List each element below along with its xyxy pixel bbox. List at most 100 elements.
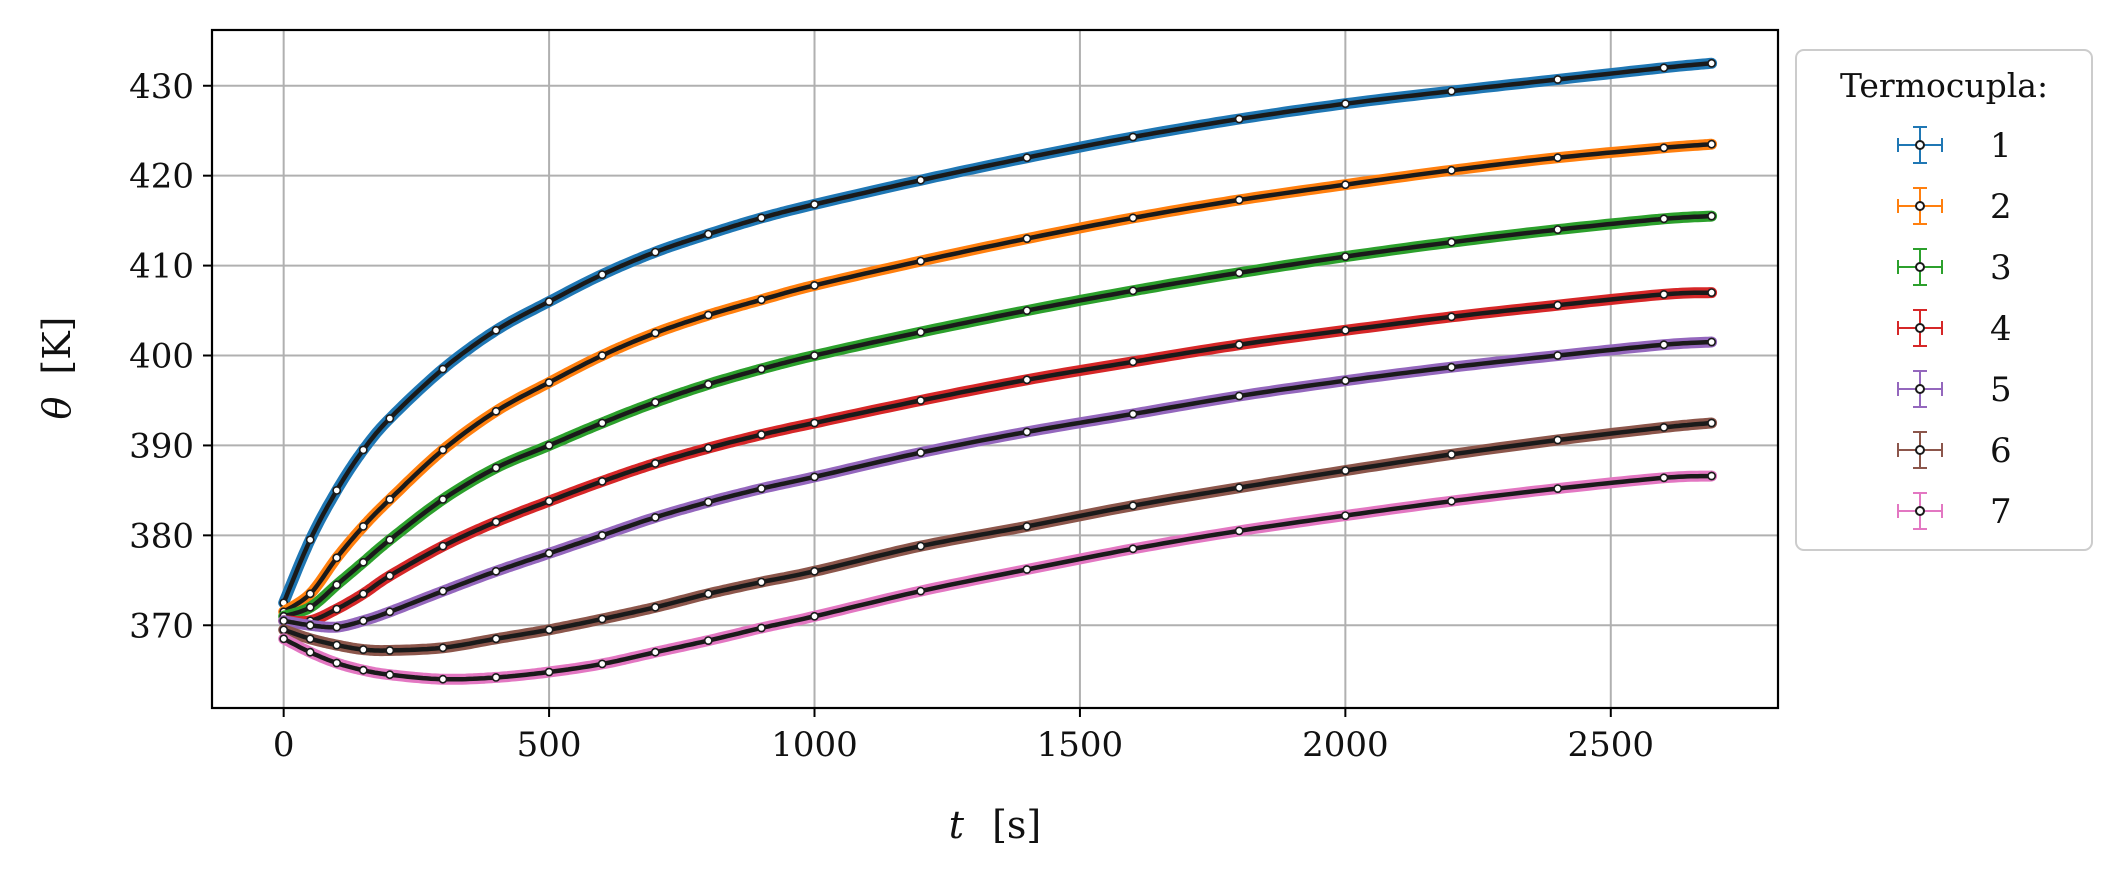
- series-2-point: [1553, 153, 1563, 163]
- series-3-point: [650, 397, 660, 407]
- series-7-point: [810, 611, 819, 621]
- series-5-point: [757, 484, 766, 493]
- series-3-point: [810, 351, 819, 360]
- series-4-point: [597, 476, 607, 486]
- legend-marker-point: [1915, 384, 1925, 394]
- series-3-line: [282, 213, 1713, 619]
- series-1-point: [810, 199, 819, 209]
- series-6-point: [1659, 422, 1669, 432]
- legend-marker-point: [1915, 445, 1925, 455]
- y-tick-label: 370: [129, 606, 194, 646]
- series-1-point: [544, 297, 554, 306]
- series-4-point: [385, 571, 395, 581]
- y-axis-unit: [K]: [35, 317, 79, 375]
- series-7-point: [1707, 471, 1716, 481]
- series-2-point: [916, 256, 926, 266]
- series-4-point: [491, 517, 501, 527]
- series-7-point: [1447, 496, 1456, 506]
- series-2-point: [332, 553, 342, 563]
- series-1-point: [1341, 99, 1350, 109]
- series-7-point: [385, 670, 395, 680]
- series-1-point: [438, 364, 448, 374]
- series-7-point: [650, 647, 660, 657]
- series-2-point: [757, 295, 766, 305]
- x-tick-label: 0: [273, 725, 295, 765]
- series-6-errorband: [278, 417, 1718, 657]
- series-1-point: [597, 270, 607, 279]
- series-6-point: [597, 614, 607, 624]
- y-tick-label: 430: [129, 67, 194, 107]
- y-tick-label: 390: [129, 426, 194, 466]
- legend-label: 6: [1990, 431, 2012, 471]
- series-7-point: [438, 674, 448, 684]
- series-4-point: [332, 604, 342, 614]
- series-2-point: [358, 522, 368, 531]
- series-3-point: [1022, 306, 1032, 315]
- series-4: [278, 287, 1718, 628]
- series-1-line: [281, 61, 1713, 604]
- series-2-point: [1707, 139, 1716, 149]
- x-tick-label: 500: [517, 725, 582, 765]
- series-4-point: [1659, 289, 1669, 299]
- series-2-point: [650, 328, 660, 338]
- series-5-point: [358, 616, 368, 626]
- series-5-point: [1707, 337, 1716, 347]
- series-6-point: [358, 645, 368, 654]
- series-2-point: [438, 445, 448, 455]
- legend-entries: 1 2 3 4 5 6 7: [1897, 126, 2012, 532]
- series-1-point: [916, 175, 926, 185]
- legend-entry-6: 6: [1897, 431, 2012, 471]
- series-2-point: [1022, 234, 1032, 243]
- series-1-point: [703, 229, 713, 239]
- series-6-point: [810, 566, 819, 576]
- legend-marker-point: [1915, 506, 1925, 516]
- series-2-point: [1341, 180, 1350, 190]
- series-2-point: [1128, 213, 1138, 223]
- series-3-point: [916, 327, 926, 337]
- series-5-point: [385, 607, 395, 617]
- legend-entry-7: 7: [1897, 492, 2012, 532]
- series-7-point: [491, 673, 501, 682]
- series-2-point: [810, 280, 819, 290]
- series-4-point: [544, 496, 554, 506]
- series-6-point: [757, 577, 766, 587]
- legend-label: 3: [1990, 248, 2012, 288]
- x-axis-symbol: t: [949, 803, 965, 847]
- series-4-point: [650, 458, 660, 468]
- series-6-point: [491, 634, 501, 644]
- series-3-point: [544, 440, 554, 450]
- x-tick-label: 1500: [1037, 725, 1124, 765]
- series-7-point: [332, 658, 342, 668]
- series-4-point: [703, 443, 713, 453]
- series-4-line: [282, 290, 1713, 624]
- y-tick-label: 380: [129, 516, 194, 556]
- legend-marker-point: [1915, 140, 1925, 150]
- series-2-point: [305, 589, 315, 599]
- series-1: [278, 57, 1718, 609]
- series-3-point: [597, 418, 607, 428]
- series-7: [278, 470, 1718, 685]
- series-4-point: [810, 418, 819, 428]
- y-tick-label: 400: [129, 337, 194, 377]
- series-4-point: [1553, 300, 1563, 310]
- series-3-point: [385, 535, 395, 545]
- series-6-point: [1707, 418, 1716, 428]
- series-3-point: [358, 557, 368, 567]
- x-tick-label: 1000: [771, 725, 858, 765]
- series-7-line: [282, 473, 1713, 682]
- series-3-point: [305, 602, 315, 612]
- series-1-point: [491, 325, 501, 335]
- series-7-point: [1553, 484, 1563, 493]
- series-1-point: [1128, 132, 1138, 142]
- series-7-point: [1234, 526, 1244, 536]
- series-1-point: [385, 414, 395, 423]
- series-6-point: [438, 643, 448, 653]
- legend-label: 4: [1990, 309, 2012, 349]
- series-4-point: [1022, 375, 1032, 385]
- series-5-point: [1128, 409, 1138, 419]
- series-5-point: [332, 622, 342, 632]
- legend-entry-2: 2: [1897, 187, 2012, 227]
- series-6-point: [650, 602, 660, 612]
- series-4-point: [1341, 325, 1350, 335]
